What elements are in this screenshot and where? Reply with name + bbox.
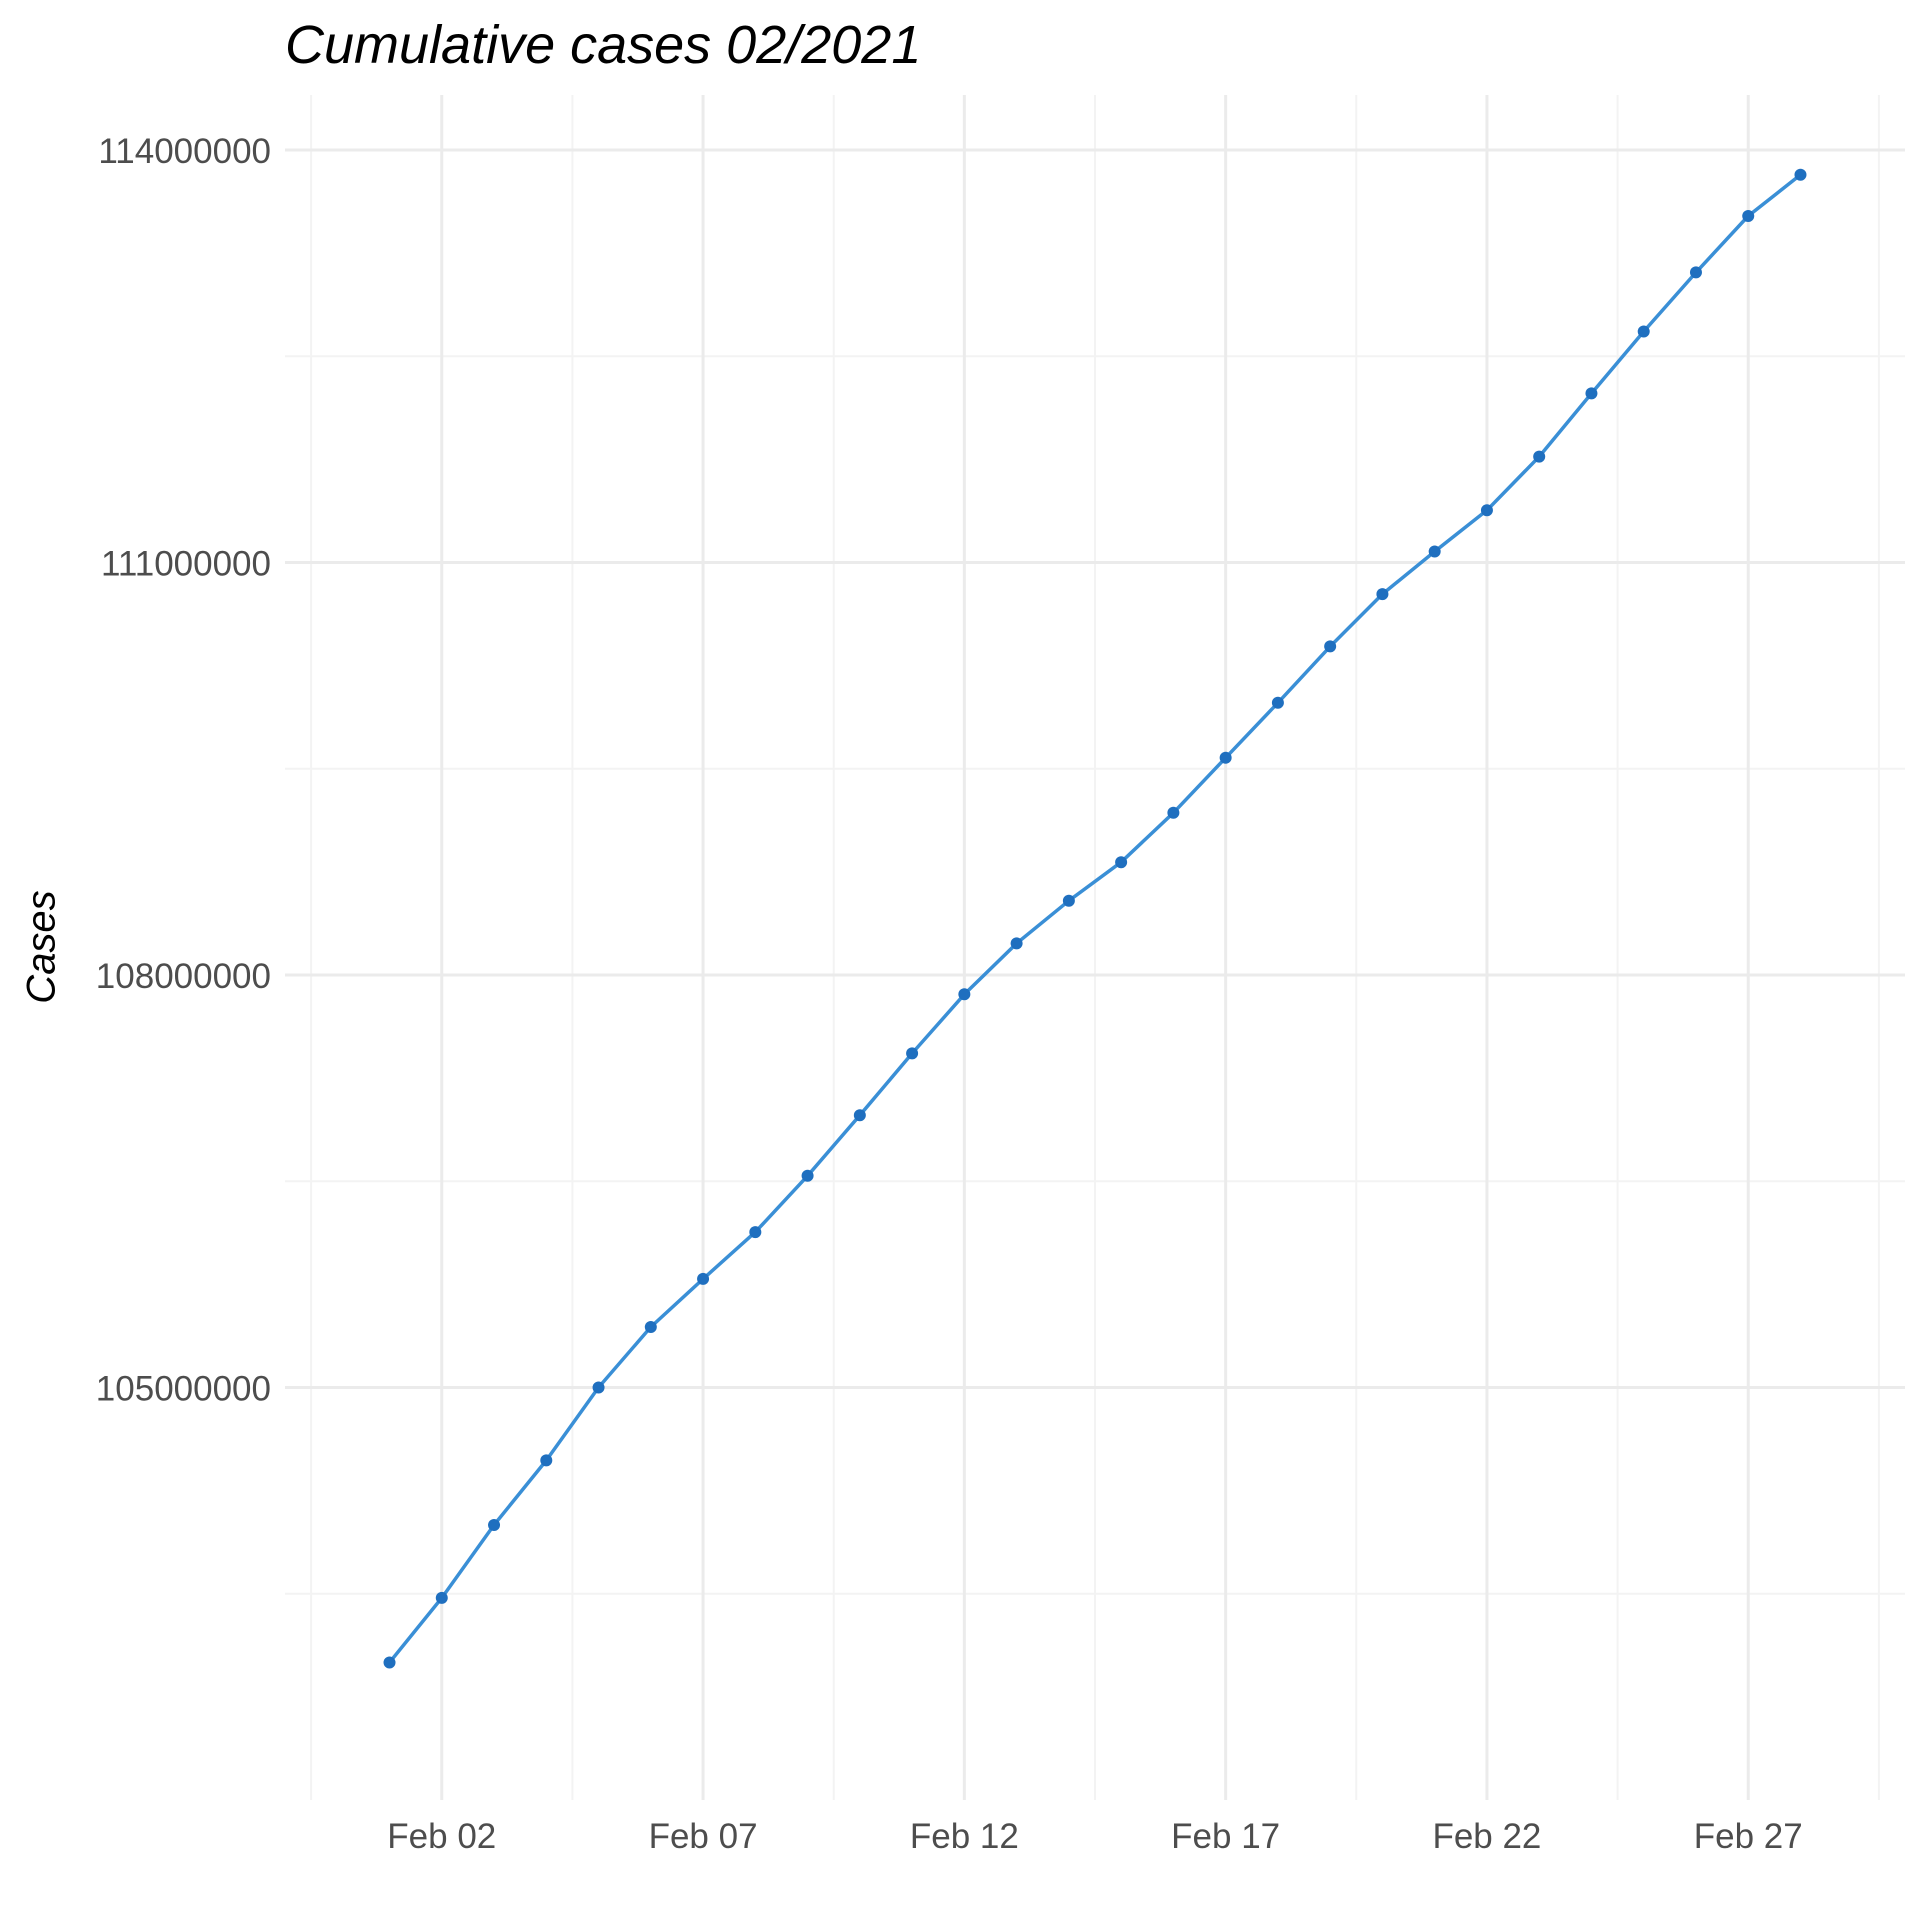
series-line [388, 173, 1802, 1664]
data-point [1428, 545, 1441, 558]
data-point [644, 1321, 657, 1333]
data-point [1115, 856, 1128, 869]
data-point [853, 1109, 866, 1122]
data-point [1010, 937, 1023, 950]
data-point [383, 1656, 396, 1669]
y-tick-label: 111000000 [101, 545, 271, 584]
data-point [1219, 751, 1232, 764]
data-point [1480, 504, 1493, 517]
x-tick-label: Feb 27 [1694, 1817, 1803, 1856]
data-point [697, 1272, 710, 1285]
data-point [435, 1591, 448, 1604]
data-point [1062, 894, 1075, 907]
axis-labels: 105000000 108000000 111000000 114000000 Feb … [96, 132, 1803, 1856]
data-point [1271, 696, 1284, 709]
data-point [906, 1047, 919, 1060]
y-tick-label: 114000000 [98, 132, 271, 171]
x-tick-label: Feb 12 [910, 1817, 1019, 1856]
x-tick-label: Feb 17 [1171, 1817, 1280, 1856]
data-point [1794, 168, 1807, 181]
gridlines [285, 95, 1905, 1800]
data-point [592, 1381, 605, 1394]
data-point [1376, 588, 1389, 601]
chart-title: Cumulative cases 02/2021 [285, 15, 922, 75]
y-tick-label: 105000000 [96, 1370, 271, 1409]
x-tick-label: Feb 02 [387, 1817, 496, 1856]
data-point [1742, 210, 1755, 222]
data-point [749, 1226, 762, 1239]
series-layer [383, 168, 1807, 1669]
data-point [540, 1454, 553, 1467]
x-tick-label: Feb 22 [1432, 1817, 1541, 1856]
data-point [1533, 450, 1546, 463]
data-point [488, 1519, 501, 1531]
data-point [801, 1169, 814, 1182]
data-point [1324, 640, 1337, 653]
y-tick-label: 108000000 [96, 957, 271, 996]
data-point [958, 988, 971, 1001]
data-point [1637, 325, 1650, 338]
x-tick-label: Feb 07 [649, 1817, 758, 1856]
data-point [1167, 806, 1180, 819]
data-point [1689, 266, 1702, 279]
data-point [1585, 387, 1598, 400]
